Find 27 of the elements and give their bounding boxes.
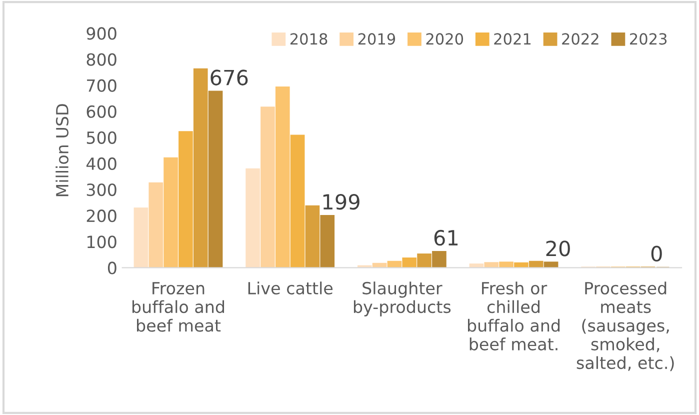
x-tick-label: Frozen buffalo and beef meat — [132, 282, 224, 332]
y-tick-label: 100 — [87, 236, 116, 248]
legend-label: 2023 — [630, 33, 667, 45]
data-label: 0 — [651, 246, 662, 262]
legend-label: 2022 — [562, 33, 598, 45]
y-tick-label: 500 — [86, 131, 116, 144]
x-tick-label: Slaughter by-products — [354, 282, 451, 316]
data-label: 676 — [210, 70, 248, 86]
x-tick-label: Processed meats (sausages, smoked, salted, etc.) — [576, 282, 674, 372]
y-tick-label: 800 — [86, 53, 116, 66]
y-tick-label: 200 — [86, 210, 116, 222]
legend-label: 2019 — [358, 33, 396, 45]
legend-label: 2020 — [426, 33, 464, 45]
y-tick-label: 400 — [86, 157, 116, 170]
y-axis-title: Million USD — [56, 104, 69, 196]
data-label: 20 — [546, 240, 570, 256]
data-label: 199 — [323, 194, 360, 210]
y-tick-label: 600 — [86, 105, 116, 118]
x-tick-label: Live cattle — [248, 282, 333, 294]
data-label: 61 — [434, 230, 458, 246]
legend-label: 2021 — [494, 33, 531, 45]
x-tick-label: Fresh or chilled buffalo and beef meat. — [468, 282, 560, 350]
y-tick-label: 300 — [86, 183, 116, 196]
y-tick-label: 700 — [87, 79, 116, 92]
legend-label: 2018 — [290, 33, 328, 45]
y-tick-label: 0 — [108, 262, 116, 274]
y-tick-label: 900 — [86, 27, 116, 40]
